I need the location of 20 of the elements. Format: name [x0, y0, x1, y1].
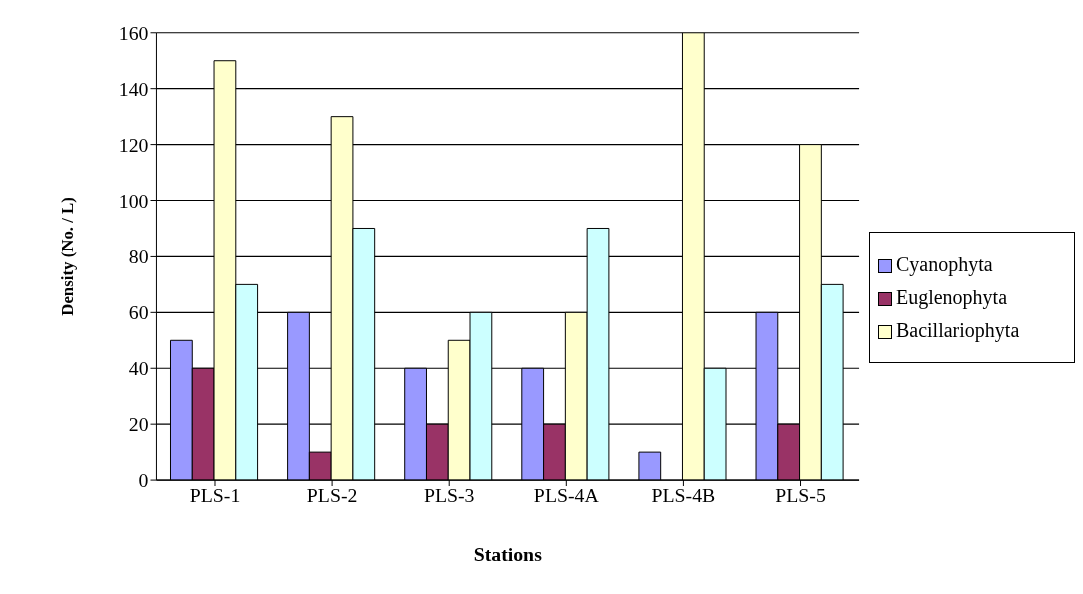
y-tick-label: 40 [128, 357, 149, 380]
x-tick-label: PLS-3 [423, 484, 475, 507]
legend-label: Cyanophyta [895, 252, 993, 276]
x-tick-label: PLS-5 [775, 484, 826, 507]
x-tick-label: PLS-2 [306, 484, 358, 507]
x-tick-label: PLS-4A [533, 484, 600, 507]
y-axis-title: Density (No. / L) [58, 197, 78, 316]
legend-label: Euglenophyta [895, 285, 1008, 309]
x-axis-title: Stations [473, 543, 543, 566]
y-tick-label: 0 [138, 469, 149, 492]
legend-label: Bacillariophyta [895, 318, 1020, 342]
y-tick-label: 160 [118, 21, 149, 44]
y-tick-label: 20 [128, 413, 149, 436]
y-tick-label: 120 [118, 133, 149, 156]
x-tick-label: PLS-1 [189, 484, 241, 507]
y-tick-label: 140 [118, 77, 149, 100]
y-tick-label: 80 [128, 245, 149, 268]
y-tick-label: 100 [118, 189, 149, 212]
x-tick-label: PLS-4B [651, 484, 716, 507]
y-tick-label: 60 [128, 301, 149, 324]
